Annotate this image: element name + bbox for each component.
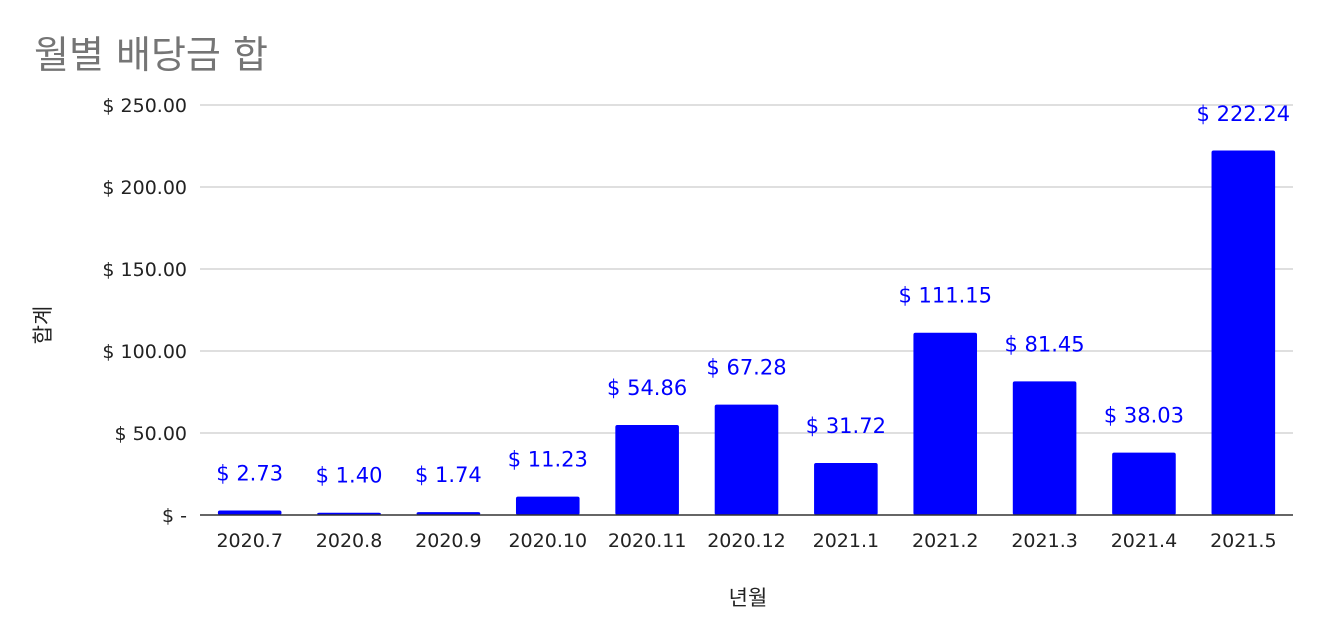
data-label: $ 67.28 bbox=[706, 356, 786, 380]
data-label: $ 38.03 bbox=[1104, 404, 1184, 428]
data-label: $ 2.73 bbox=[216, 462, 283, 486]
bars bbox=[217, 150, 1276, 515]
x-tick-label: 2020.11 bbox=[608, 530, 687, 552]
x-tick-label: 2020.12 bbox=[707, 530, 786, 552]
data-label: $ 81.45 bbox=[1005, 332, 1085, 356]
bar bbox=[1211, 150, 1276, 515]
bar bbox=[1112, 452, 1176, 515]
y-tick-label: $ 200.00 bbox=[102, 177, 187, 199]
bar bbox=[217, 510, 282, 515]
y-tick-label: $ 100.00 bbox=[102, 341, 187, 363]
bar bbox=[814, 462, 878, 515]
bar bbox=[714, 404, 779, 515]
data-label: $ 1.40 bbox=[316, 464, 383, 488]
bar bbox=[1012, 381, 1077, 515]
x-axis-ticks: 2020.7 2020.8 2020.9 2020.10 2020.11 2020.12 2… bbox=[216, 530, 1276, 552]
bar bbox=[515, 496, 580, 515]
y-tick-label: $ 150.00 bbox=[102, 259, 187, 281]
y-tick-label: $ 50.00 bbox=[114, 423, 187, 445]
bar bbox=[615, 425, 679, 515]
y-axis-title: 합계 bbox=[31, 306, 55, 345]
x-tick-label: 2021.3 bbox=[1011, 530, 1077, 552]
chart-title: 월별 배당금 합 bbox=[34, 33, 268, 77]
y-tick-label: $ 250.00 bbox=[102, 95, 187, 117]
x-tick-label: 2020.9 bbox=[415, 530, 481, 552]
data-label: $ 54.86 bbox=[607, 376, 687, 400]
data-labels: $ 2.73 $ 1.40 $ 1.74 $ 11.23 $ 54.86 $ 67.28 $… bbox=[216, 102, 1290, 488]
x-tick-label: 2021.2 bbox=[912, 530, 978, 552]
data-label: $ 111.15 bbox=[898, 284, 992, 308]
x-tick-label: 2020.10 bbox=[508, 530, 587, 552]
x-tick-label: 2021.5 bbox=[1210, 530, 1276, 552]
data-label: $ 1.74 bbox=[415, 463, 482, 487]
bar bbox=[913, 332, 978, 515]
y-axis-ticks: $ - $ 50.00 $ 100.00 $ 150.00 $ 200.00 $ 250.… bbox=[102, 95, 187, 527]
gridlines bbox=[200, 104, 1293, 434]
x-tick-label: 2021.1 bbox=[813, 530, 879, 552]
data-label: $ 222.24 bbox=[1197, 102, 1291, 126]
data-label: $ 31.72 bbox=[806, 414, 886, 438]
x-tick-label: 2021.4 bbox=[1111, 530, 1177, 552]
x-tick-label: 2020.8 bbox=[316, 530, 382, 552]
x-tick-label: 2020.7 bbox=[216, 530, 282, 552]
x-axis-title: 년월 bbox=[729, 586, 768, 610]
data-label: $ 11.23 bbox=[508, 448, 588, 472]
y-tick-label: $ - bbox=[162, 505, 187, 527]
